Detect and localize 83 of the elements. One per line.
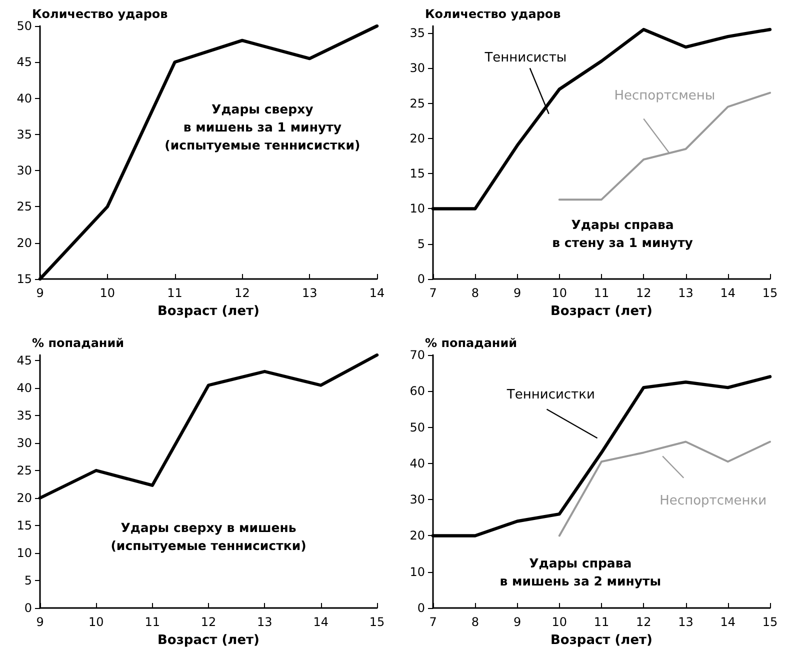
y-tick-label: 10 xyxy=(16,546,32,560)
x-tick-label: 14 xyxy=(369,286,385,300)
x-tick-label: 10 xyxy=(100,286,116,300)
x-tick-label: 7 xyxy=(429,615,437,629)
y-tick-label: 20 xyxy=(16,491,32,505)
y-tick-label: 30 xyxy=(16,436,32,450)
x-tick-label: 9 xyxy=(513,286,522,300)
series-label: Неспортсмены xyxy=(614,88,716,104)
y-tick-label: 35 xyxy=(410,26,425,40)
x-tick-label: 15 xyxy=(762,615,778,629)
annotation: Удары справа в стену за 1 минуту xyxy=(552,216,693,250)
y-axis-title: % попаданий xyxy=(32,336,124,350)
x-tick-label: 8 xyxy=(471,286,479,300)
y-tick-label: 40 xyxy=(16,91,32,106)
y-tick-label: 25 xyxy=(16,464,32,478)
y-tick-label: 10 xyxy=(410,202,425,216)
y-tick-label: 50 xyxy=(410,420,425,434)
x-tick-label: 13 xyxy=(678,286,694,300)
x-tick-label: 14 xyxy=(313,615,328,629)
x-tick-label: 11 xyxy=(594,615,610,629)
y-tick-label: 45 xyxy=(16,55,32,70)
x-tick-label: 11 xyxy=(144,615,160,629)
x-tick-label: 15 xyxy=(369,615,385,629)
y-tick-label: 10 xyxy=(410,564,425,579)
x-tick-label: 15 xyxy=(762,286,778,300)
y-tick-label: 60 xyxy=(410,384,425,398)
y-tick-label: 20 xyxy=(410,528,425,543)
line-series xyxy=(558,440,771,537)
y-tick-label: 70 xyxy=(410,348,425,362)
x-tick-label: 8 xyxy=(471,615,479,629)
x-tick-label: 12 xyxy=(200,615,216,629)
x-tick-label: 13 xyxy=(257,615,272,629)
x-axis-title: Возраст (лет) xyxy=(550,304,652,319)
y-tick-label: 15 xyxy=(410,166,425,181)
y-tick-label: 15 xyxy=(16,518,32,532)
y-tick-label: 0 xyxy=(417,601,425,615)
y-tick-label: 5 xyxy=(417,236,425,251)
line-series xyxy=(558,92,771,201)
text: Неспортсменки xyxy=(660,494,767,509)
annotation: Удары сверху в мишень (испытуемые теннисистки) xyxy=(110,520,306,553)
x-tick-label: 10 xyxy=(552,286,568,300)
x-tick-label: 12 xyxy=(234,286,250,300)
x-tick-label: 14 xyxy=(720,286,736,300)
y-tick-label: 0 xyxy=(24,601,32,615)
x-tick-label: 9 xyxy=(513,615,522,629)
x-tick-label: 7 xyxy=(429,286,437,300)
x-tick-label: 11 xyxy=(594,286,610,300)
x-axis-title: Возраст (лет) xyxy=(550,633,652,648)
y-tick-label: 35 xyxy=(16,127,32,142)
x-axis-title: Возраст (лет) xyxy=(158,304,260,319)
x-tick-label: 12 xyxy=(636,615,652,629)
y-tick-label: 25 xyxy=(410,96,425,110)
x-tick-label: 10 xyxy=(552,615,568,629)
series-label: Теннисисты xyxy=(484,50,567,66)
x-tick-label: 9 xyxy=(36,615,44,629)
x-tick-label: 11 xyxy=(167,286,182,300)
x-tick-label: 12 xyxy=(636,286,652,300)
y-tick-label: 30 xyxy=(16,164,32,178)
y-tick-label: 35 xyxy=(16,408,32,422)
x-tick-label: 14 xyxy=(720,615,736,629)
y-tick-label: 25 xyxy=(16,200,32,214)
y-tick-label: 30 xyxy=(410,61,425,76)
y-tick-label: 50 xyxy=(16,19,32,33)
y-tick-label: 20 xyxy=(410,131,425,146)
y-tick-label: 20 xyxy=(16,236,32,250)
x-tick-label: 10 xyxy=(88,615,104,629)
y-tick-label: 0 xyxy=(417,272,425,286)
annotation: Удары справа в мишень за 2 минуты xyxy=(500,555,662,588)
y-tick-label: 15 xyxy=(16,272,32,286)
annotation: Удары сверху в мишень за 1 минуту (испытуемые теннисистки) xyxy=(164,102,360,153)
x-tick-label: 9 xyxy=(36,286,44,300)
y-tick-label: 40 xyxy=(410,456,425,470)
y-axis-title: Количество ударов xyxy=(32,7,168,21)
y-axis-title: % попаданий xyxy=(425,336,518,350)
x-tick-label: 13 xyxy=(302,286,318,300)
y-axis-title: Количество ударов xyxy=(425,7,562,21)
y-tick-label: 45 xyxy=(16,354,32,368)
x-tick-label: 13 xyxy=(678,615,694,629)
text: Теннисистки xyxy=(506,387,595,402)
y-tick-label: 30 xyxy=(410,492,425,507)
y-tick-label: 40 xyxy=(16,381,32,395)
x-axis-title: Возраст (лет) xyxy=(158,633,260,648)
y-tick-label: 5 xyxy=(24,574,32,588)
